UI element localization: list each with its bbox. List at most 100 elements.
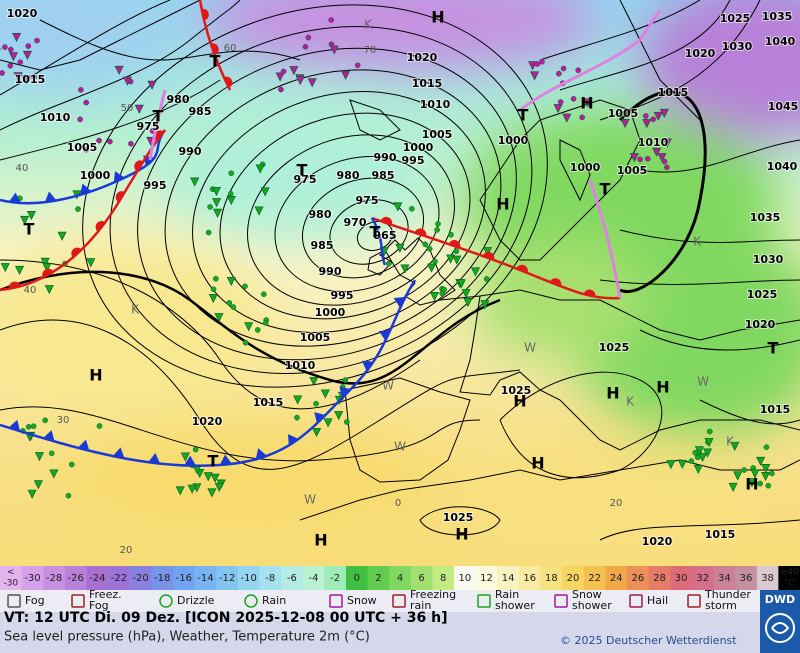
isobar bbox=[499, 371, 663, 479]
isobar-label: 995 bbox=[331, 289, 354, 302]
isobar-label: 975 bbox=[294, 173, 317, 186]
shower-triangle bbox=[426, 263, 437, 273]
legend-label: Thunder bbox=[704, 588, 751, 601]
scale-cell bbox=[518, 566, 542, 590]
precip-dot bbox=[68, 461, 75, 468]
legend-label: storm bbox=[705, 599, 737, 612]
valid-time: VT: 12 UTC Di. 09 Dez. [ICON 2025-12-08 … bbox=[4, 610, 448, 626]
shower-triangle bbox=[214, 313, 224, 323]
scale-cell bbox=[583, 566, 606, 590]
scale-cell bbox=[497, 566, 520, 590]
shower-triangle bbox=[657, 153, 667, 163]
shower-triangle bbox=[756, 456, 766, 466]
warm-front-semicircle bbox=[549, 278, 562, 287]
isobar-label: 980 bbox=[167, 93, 190, 106]
shower-triangle bbox=[730, 441, 740, 451]
isobar-label: 1015 bbox=[760, 403, 791, 416]
precip-dot bbox=[212, 275, 219, 282]
scale-cell bbox=[540, 566, 563, 590]
pressure-center: T bbox=[600, 180, 611, 199]
cold-front-triangle bbox=[8, 419, 21, 432]
precip-dot bbox=[17, 59, 24, 66]
isobar-label: 1015 bbox=[15, 73, 46, 86]
precip-dot bbox=[192, 446, 199, 453]
shower-triangle bbox=[393, 202, 403, 212]
shower-triangle bbox=[463, 297, 473, 308]
shower-triangle bbox=[312, 427, 322, 438]
warm-front-semicircle bbox=[115, 191, 125, 203]
shower-triangle bbox=[728, 482, 738, 493]
precip-dot bbox=[741, 467, 748, 473]
scale-label: 10 bbox=[458, 573, 471, 584]
precip-dot bbox=[637, 156, 643, 163]
isobar-label: 980 bbox=[309, 208, 332, 221]
scale-cell bbox=[562, 566, 585, 590]
precip-dot bbox=[83, 99, 90, 106]
precip-dot bbox=[96, 137, 102, 144]
precip-dot bbox=[643, 113, 649, 119]
occlusion bbox=[519, 9, 662, 112]
scale-label: -8 bbox=[265, 573, 275, 584]
occlusion bbox=[370, 217, 387, 266]
precip-dot bbox=[262, 320, 269, 326]
shower-triangle bbox=[226, 277, 236, 287]
warm-front-semicircle bbox=[516, 264, 528, 274]
scale-label: -16 bbox=[176, 573, 192, 584]
precip-dot bbox=[448, 231, 454, 238]
isobars bbox=[0, 0, 800, 541]
shower-triangle bbox=[429, 292, 440, 302]
scale-label: -18 bbox=[154, 573, 170, 584]
scale-cell bbox=[389, 566, 412, 590]
scale-label: 32 bbox=[696, 573, 709, 584]
scale-cell bbox=[475, 566, 498, 590]
scale-cell bbox=[324, 566, 347, 590]
shower-triangle bbox=[275, 72, 285, 82]
pressure-center: T bbox=[210, 52, 221, 71]
shower-triangle bbox=[21, 75, 31, 85]
isobar-label: 975 bbox=[356, 194, 379, 207]
isobar-label: 1030 bbox=[753, 253, 784, 266]
cold-front-triangle bbox=[43, 430, 55, 442]
cold-front-triangle bbox=[112, 447, 125, 459]
scale-label: -22 bbox=[111, 573, 127, 584]
isobar-label: 1025 bbox=[443, 511, 474, 524]
isobar-label: 1000 bbox=[80, 169, 111, 182]
precip-dot bbox=[128, 140, 134, 147]
shower-triangle bbox=[289, 66, 299, 76]
legend-label: Snow bbox=[347, 594, 377, 607]
shower-triangle bbox=[620, 119, 630, 129]
isobar-label: 1020 bbox=[642, 535, 673, 548]
shower-triangle bbox=[461, 289, 471, 299]
precip-dot bbox=[575, 67, 582, 74]
map-labels: 1020101510101005100099599098598097598098… bbox=[6, 6, 800, 556]
isobar-label: 1000 bbox=[315, 306, 346, 319]
precip-dot bbox=[278, 86, 284, 93]
precip-dot bbox=[228, 170, 235, 177]
isobar bbox=[0, 319, 521, 470]
scale-cell bbox=[735, 566, 758, 590]
precip-dot bbox=[260, 291, 267, 298]
precip-dot bbox=[343, 419, 350, 425]
pressure-center: H bbox=[314, 531, 327, 550]
scale-label: 16 bbox=[523, 573, 536, 584]
shower-triangle bbox=[704, 437, 714, 448]
isobar-label: 1025 bbox=[599, 341, 630, 354]
precip-dot bbox=[769, 470, 775, 477]
isobar-label: 1025 bbox=[720, 12, 751, 25]
weather-map: 1020101510101005100099599098598097598098… bbox=[0, 0, 800, 566]
isotherm-label: 20 bbox=[610, 498, 623, 509]
legend-label: shower bbox=[495, 599, 535, 612]
pressure-center: T bbox=[208, 452, 219, 471]
cold-front-triangle bbox=[8, 192, 21, 204]
air-mass-label: K bbox=[726, 435, 735, 449]
precip-dot bbox=[230, 304, 237, 310]
shower-triangle bbox=[244, 322, 254, 332]
warm-front-semicircle bbox=[414, 228, 427, 237]
scale-cell bbox=[172, 566, 196, 590]
shower-triangle bbox=[452, 255, 462, 265]
shower-triangle bbox=[662, 138, 672, 148]
isobar bbox=[639, 329, 800, 351]
isobar bbox=[137, 47, 517, 361]
scale-label: 12 bbox=[480, 573, 493, 584]
isobar-label: 1035 bbox=[762, 10, 793, 23]
